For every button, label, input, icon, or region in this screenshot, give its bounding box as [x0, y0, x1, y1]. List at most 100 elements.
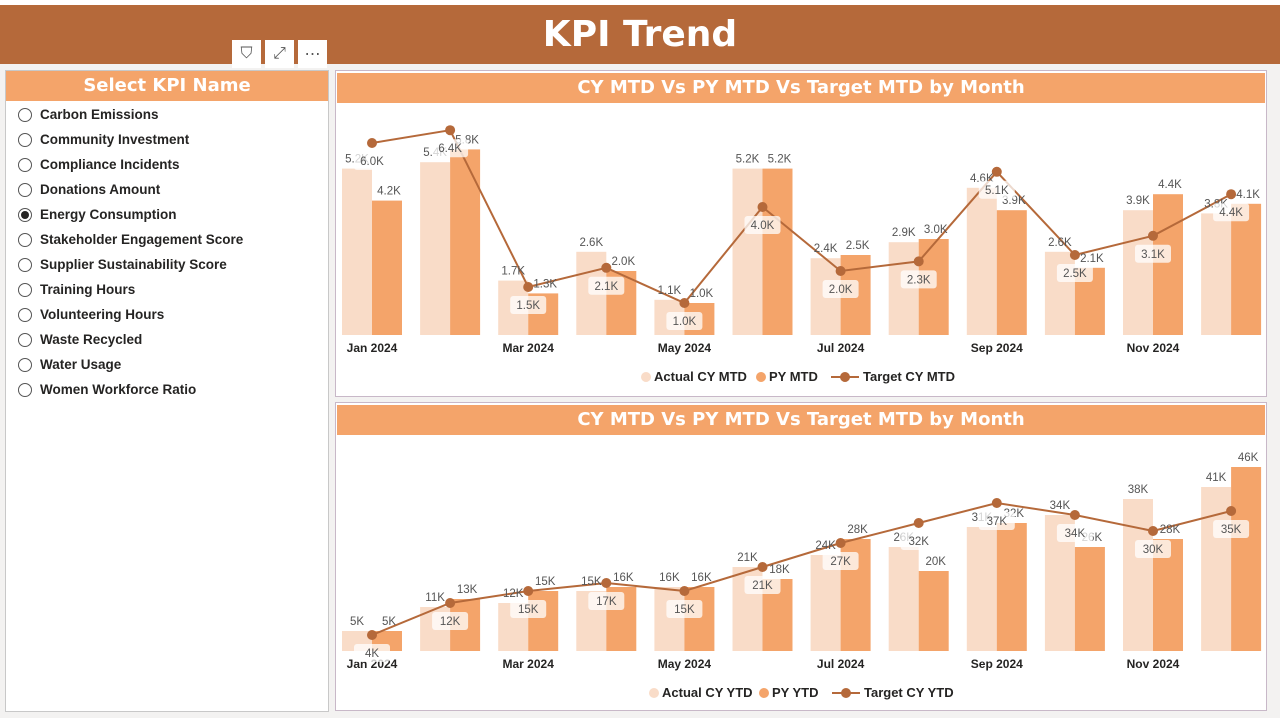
- target-label-box: [978, 180, 1015, 199]
- slicer-option[interactable]: Carbon Emissions: [6, 102, 328, 127]
- actual-bar: [966, 187, 997, 335]
- py-data-label: 16K: [613, 572, 634, 584]
- py-data-label: 28K: [847, 524, 868, 536]
- target-point: [1226, 189, 1237, 200]
- slicer-option-label: Stakeholder Engagement Score: [40, 232, 244, 247]
- py-data-label: 2.5K: [846, 240, 870, 252]
- slicer-option-label: Donations Amount: [40, 182, 161, 197]
- radio-button-icon[interactable]: [18, 107, 32, 122]
- slicer-option-label: Volunteering Hours: [40, 307, 165, 322]
- slicer-option-label: Community Investment: [40, 132, 190, 147]
- actual-data-label: 2.6K: [1048, 237, 1072, 249]
- x-tick-label: Mar 2024: [503, 341, 555, 355]
- py-bar: [918, 571, 949, 651]
- radio-button-icon[interactable]: [18, 257, 32, 272]
- target-data-label: 2.1K: [594, 281, 618, 293]
- py-bar: [996, 523, 1027, 651]
- filter-icon[interactable]: ⛉: [232, 40, 261, 68]
- slicer-option[interactable]: Training Hours: [6, 277, 328, 302]
- radio-button-icon[interactable]: [18, 232, 32, 247]
- radio-button-icon[interactable]: [18, 382, 32, 397]
- slicer-option[interactable]: Stakeholder Engagement Score: [6, 227, 328, 252]
- mtd-chart: Jan 2024 Mar 2024 May 2024 Jul 2024 Sep 2024…: [342, 125, 1262, 384]
- py-data-label: 4.2K: [377, 186, 401, 198]
- slicer-option[interactable]: Donations Amount: [6, 177, 328, 202]
- target-label-box: [1213, 203, 1250, 222]
- target-point: [991, 498, 1002, 508]
- radio-button-icon[interactable]: [18, 307, 32, 322]
- kpi-slicer: Select KPI Name Carbon Emissions Communit…: [5, 70, 329, 712]
- x-tick-label: May 2024: [658, 341, 712, 355]
- focus-mode-icon[interactable]: ⤢: [265, 40, 294, 68]
- target-point: [757, 562, 768, 572]
- target-label-box: [510, 600, 547, 618]
- target-point: [445, 598, 456, 608]
- py-data-label: 5K: [382, 616, 396, 628]
- target-label-box: [744, 216, 781, 234]
- actual-data-label: 2.4K: [814, 243, 838, 255]
- py-data-label: 20K: [925, 556, 946, 568]
- actual-data-label: 1.7K: [501, 266, 525, 278]
- x-tick-label: Jan 2024: [347, 341, 398, 355]
- target-point: [1148, 230, 1158, 241]
- py-data-label: 28K: [1160, 524, 1181, 536]
- actual-data-label: 15K: [581, 576, 602, 588]
- ytd-chart-title: CY MTD Vs PY MTD Vs Target MTD by Month: [337, 405, 1265, 435]
- slicer-option[interactable]: Women Workforce Ratio: [6, 377, 328, 402]
- target-label-box: [900, 532, 937, 550]
- more-options-icon[interactable]: ⋯: [298, 40, 327, 68]
- py-bar: [996, 210, 1027, 335]
- target-data-label: 6.4K: [438, 143, 462, 155]
- actual-bar: [1201, 213, 1232, 335]
- radio-button-icon[interactable]: [18, 357, 32, 372]
- target-point: [913, 256, 924, 267]
- top-strip: [0, 0, 1280, 5]
- radio-button-icon[interactable]: [18, 157, 32, 172]
- legend-target-icon: [840, 372, 850, 382]
- slicer-option[interactable]: Waste Recycled: [6, 327, 328, 352]
- radio-button-icon[interactable]: [18, 207, 32, 222]
- py-bar: [1153, 194, 1183, 335]
- slicer-option[interactable]: Water Usage: [6, 352, 328, 377]
- slicer-option-label: Women Workforce Ratio: [40, 382, 197, 397]
- target-point: [1148, 526, 1158, 536]
- py-bar: [372, 200, 402, 335]
- target-point: [445, 125, 456, 136]
- slicer-option-label: Energy Consumption: [40, 207, 177, 222]
- target-data-label: 15K: [518, 604, 539, 616]
- radio-button-icon[interactable]: [18, 332, 32, 347]
- page-title: KPI Trend: [0, 5, 1280, 64]
- x-tick-label: Jul 2024: [817, 657, 865, 671]
- legend-target-label: Target CY YTD: [864, 685, 954, 700]
- slicer-option[interactable]: Volunteering Hours: [6, 302, 328, 327]
- target-point: [835, 538, 846, 548]
- target-label-box: [744, 576, 781, 594]
- actual-data-label: 38K: [1128, 484, 1149, 496]
- radio-button-icon[interactable]: [18, 182, 32, 197]
- py-data-label: 13K: [457, 584, 478, 596]
- radio-button-icon[interactable]: [18, 132, 32, 147]
- py-data-label: 1.3K: [533, 278, 557, 290]
- legend-target-label: Target CY MTD: [863, 369, 955, 384]
- target-data-label: 1.0K: [673, 316, 697, 328]
- slicer-option-label: Compliance Incidents: [40, 157, 180, 172]
- target-point: [913, 518, 924, 528]
- target-point: [991, 166, 1002, 177]
- target-label-box: [1056, 264, 1093, 282]
- slicer-option[interactable]: Energy Consumption: [6, 202, 328, 227]
- py-data-label: 18K: [769, 564, 790, 576]
- slicer-option[interactable]: Community Investment: [6, 127, 328, 152]
- target-label-box: [510, 296, 547, 314]
- legend-actual-label: Actual CY YTD: [662, 685, 753, 700]
- slicer-option[interactable]: Compliance Incidents: [6, 152, 328, 177]
- actual-data-label: 16K: [659, 572, 680, 584]
- actual-data-label: 5K: [350, 616, 364, 628]
- target-label-box: [822, 552, 859, 570]
- target-data-label: 2.3K: [907, 274, 931, 286]
- target-point: [1069, 250, 1080, 260]
- radio-button-icon[interactable]: [18, 282, 32, 297]
- legend-actual-icon: [649, 688, 659, 698]
- target-point: [601, 262, 612, 273]
- slicer-option[interactable]: Supplier Sustainability Score: [6, 252, 328, 277]
- py-data-label: 15K: [535, 576, 556, 588]
